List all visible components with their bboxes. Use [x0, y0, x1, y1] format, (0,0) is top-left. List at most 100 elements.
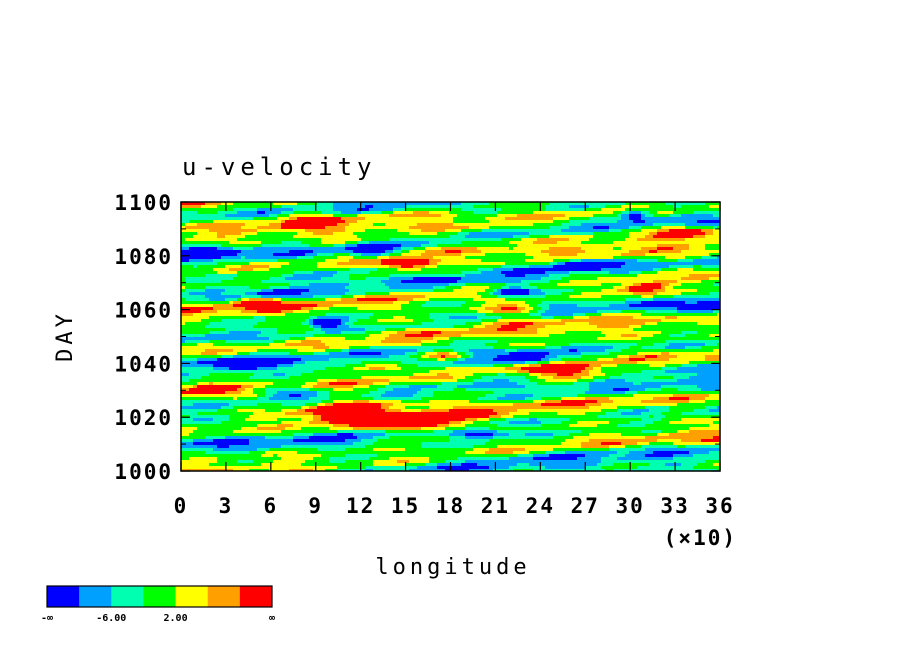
heatmap-cell: [249, 451, 266, 455]
heatmap-cell: [641, 226, 662, 230]
heatmap-cell: [529, 283, 558, 287]
x-axis-multiplier: (×10): [664, 526, 737, 550]
heatmap-cell: [409, 232, 438, 236]
heatmap-cell: [541, 373, 558, 377]
heatmap-cell: [181, 334, 206, 338]
heatmap-cell: [317, 304, 334, 308]
heatmap-cell: [481, 229, 562, 233]
heatmap-cell: [317, 403, 326, 407]
heatmap-cell: [569, 433, 590, 437]
heatmap-cell: [221, 421, 282, 425]
heatmap-cell: [201, 352, 218, 356]
heatmap-cell: [501, 238, 522, 242]
heatmap-cell: [241, 265, 270, 269]
heatmap-cell: [365, 364, 398, 368]
heatmap-cell: [625, 298, 654, 302]
heatmap-cell: [361, 361, 402, 365]
heatmap-cell: [301, 418, 314, 422]
heatmap-cell: [629, 388, 646, 392]
heatmap-cell: [545, 310, 598, 314]
heatmap-cell: [601, 331, 662, 335]
heatmap-cell: [673, 247, 690, 251]
heatmap-cell: [505, 373, 530, 377]
heatmap-cell: [589, 238, 626, 242]
heatmap-cell: [649, 463, 666, 467]
heatmap-cell: [717, 226, 720, 230]
heatmap-cell: [589, 364, 602, 368]
x-tick-label: 9: [308, 494, 323, 518]
heatmap-cell: [685, 223, 720, 227]
heatmap-cell: [517, 463, 530, 467]
heatmap-cell: [657, 232, 706, 236]
heatmap-cell: [449, 352, 458, 356]
heatmap-cell: [257, 424, 278, 428]
heatmap-cell: [369, 457, 390, 461]
heatmap-cell: [401, 265, 414, 269]
heatmap-cell: [481, 250, 542, 254]
heatmap-cell: [693, 268, 720, 272]
heatmap-cell: [345, 448, 374, 452]
heatmap-cell: [645, 322, 658, 326]
heatmap-cell: [497, 424, 542, 428]
heatmap-cell: [677, 379, 720, 383]
heatmap-cell: [329, 352, 350, 356]
heatmap-cell: [181, 220, 190, 224]
heatmap-cell: [641, 229, 658, 233]
heatmap-cell: [493, 469, 514, 471]
heatmap-cell: [349, 349, 418, 353]
heatmap-cell: [233, 301, 242, 305]
heatmap-cell: [653, 343, 670, 347]
heatmap-cell: [465, 427, 490, 431]
heatmap-cell: [645, 214, 654, 218]
heatmap-cell: [281, 445, 366, 449]
heatmap-cell: [669, 409, 694, 413]
heatmap-cell: [541, 421, 562, 425]
heatmap-cell: [609, 421, 630, 425]
heatmap-cell: [217, 409, 238, 413]
heatmap-cell: [337, 466, 366, 470]
heatmap-cell: [257, 334, 314, 338]
heatmap-cell: [253, 391, 266, 395]
heatmap-cell: [301, 358, 330, 362]
heatmap-cell: [457, 358, 466, 362]
heatmap-cell: [253, 316, 266, 320]
heatmap-cell: [381, 331, 398, 335]
heatmap-cell: [569, 343, 638, 347]
heatmap-cell: [653, 268, 662, 272]
heatmap-cell: [181, 211, 198, 215]
heatmap-cell: [445, 460, 466, 464]
heatmap-cell: [425, 352, 438, 356]
heatmap-cell: [629, 355, 646, 359]
heatmap-cell: [689, 244, 706, 248]
heatmap-cell: [313, 325, 322, 329]
heatmap-cell: [453, 223, 534, 227]
heatmap-cell: [337, 379, 390, 383]
heatmap-cell: [377, 454, 518, 458]
heatmap-cell: [345, 244, 358, 248]
heatmap-cell: [525, 274, 550, 278]
x-tick-label: 0: [174, 494, 189, 518]
heatmap-cell: [281, 298, 326, 302]
heatmap-cell: [341, 217, 366, 221]
heatmap-cell: [681, 418, 720, 422]
heatmap-cell: [437, 358, 446, 362]
heatmap-cell: [621, 283, 634, 287]
heatmap-cell: [477, 316, 502, 320]
heatmap-cell: [465, 352, 474, 356]
heatmap-cell: [297, 202, 318, 206]
heatmap-cell: [685, 346, 702, 350]
heatmap-cell: [181, 337, 270, 341]
x-tick-label: 36: [705, 494, 734, 518]
heatmap-cell: [389, 382, 442, 386]
heatmap-cell: [513, 235, 530, 239]
heatmap-cell: [181, 244, 222, 248]
heatmap-cell: [493, 310, 522, 314]
heatmap-cell: [213, 382, 274, 386]
heatmap-cell: [385, 337, 434, 341]
heatmap-cell: [357, 241, 370, 245]
heatmap-cell: [597, 277, 682, 281]
heatmap-cell: [513, 403, 542, 407]
heatmap-cell: [477, 310, 494, 314]
heatmap-cell: [641, 211, 650, 215]
heatmap-cell: [505, 274, 526, 278]
